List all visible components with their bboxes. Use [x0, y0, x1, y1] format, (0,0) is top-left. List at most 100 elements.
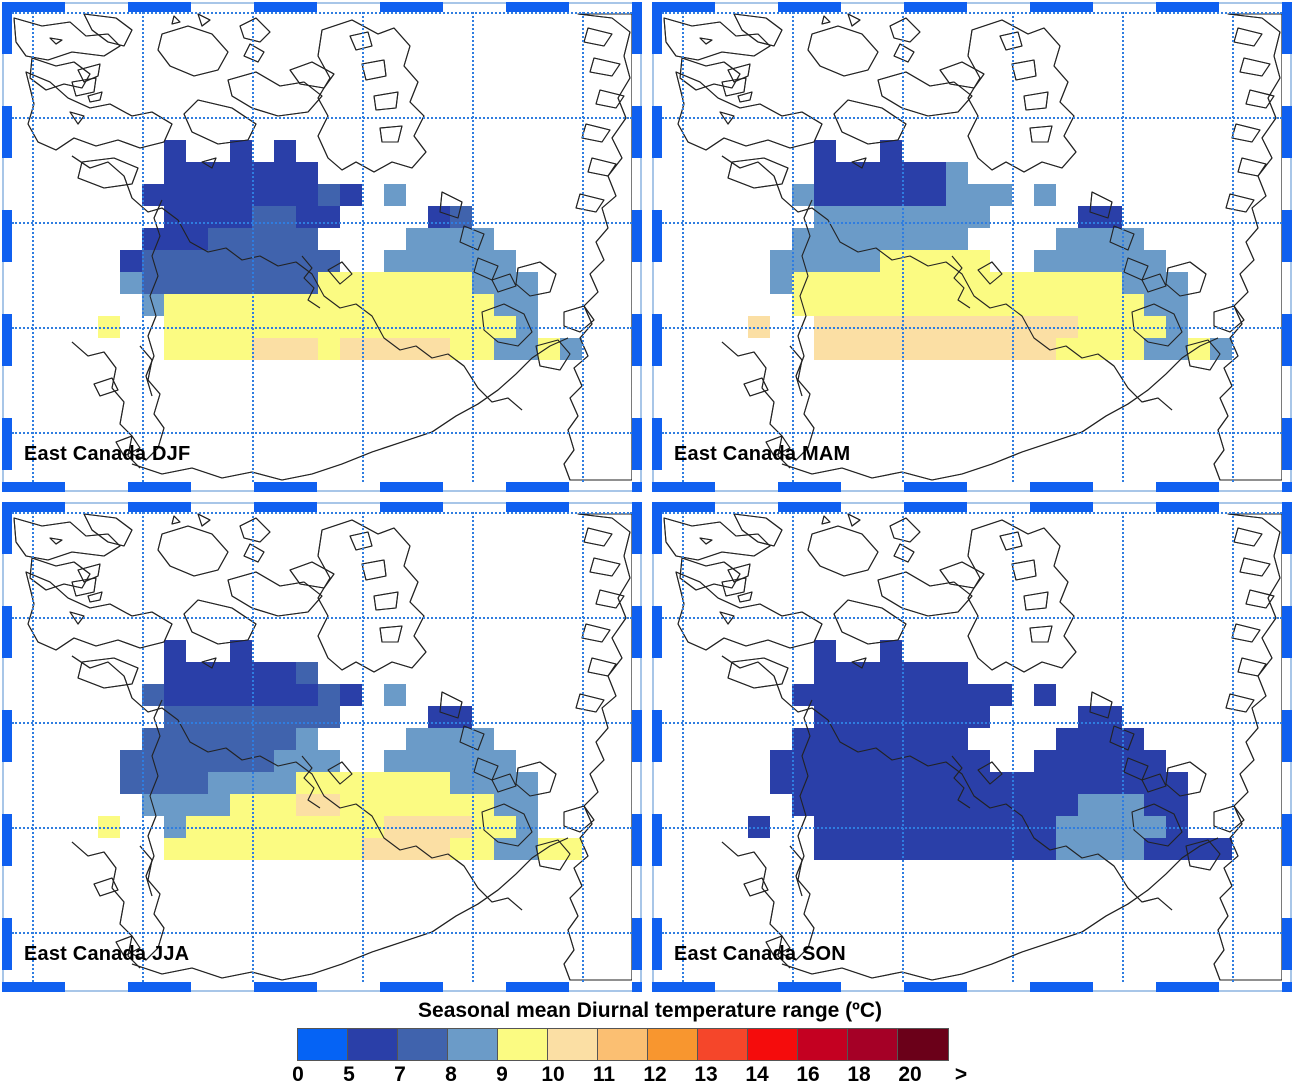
colorbar-swatch-11[interactable]: [848, 1029, 898, 1060]
grid-cell: [1100, 750, 1122, 772]
grid-cell: [252, 250, 274, 272]
grid-cell: [1012, 772, 1034, 794]
coastline-overlay: [589, 557, 621, 577]
coastline-overlay: [77, 63, 101, 83]
grid-cell: [274, 140, 296, 162]
coastline-overlay: [87, 591, 103, 603]
graticule-parallel-2: [12, 722, 632, 724]
coastline-overlay: [327, 261, 353, 285]
map-panel-jja[interactable]: East Canada JJA: [2, 502, 642, 992]
grid-cell: [990, 838, 1012, 860]
grid-cell: [406, 228, 428, 250]
coastline-overlay: [781, 337, 1219, 481]
coastline-overlay: [1165, 761, 1207, 797]
colorbar-swatches[interactable]: [297, 1028, 949, 1061]
grid-cell: [946, 272, 968, 294]
colorbar-swatch-2[interactable]: [398, 1029, 448, 1060]
panel-label-jja: East Canada JJA: [24, 943, 190, 965]
coastline-overlay: [1089, 191, 1113, 219]
grid-cell: [880, 228, 902, 250]
grid-cell: [208, 838, 230, 860]
grid-cell: [1078, 250, 1100, 272]
coastline-overlay: [1185, 339, 1221, 371]
colorbar-swatch-0[interactable]: [298, 1029, 348, 1060]
coastline-overlay: [197, 513, 211, 527]
grid-cell: [1122, 750, 1144, 772]
grid-cell: [340, 184, 362, 206]
colorbar-tick-18: 18: [847, 1063, 871, 1086]
grid-cell: [384, 684, 406, 706]
grid-cell: [924, 162, 946, 184]
map-panel-mam[interactable]: East Canada MAM: [652, 2, 1292, 492]
coastline-overlay: [847, 13, 861, 27]
coastline-overlay: [893, 43, 915, 63]
colorbar-swatch-6[interactable]: [598, 1029, 648, 1060]
map-panel-son[interactable]: East Canada SON: [652, 502, 1292, 992]
grid-cell: [164, 772, 186, 794]
coastline-overlay: [71, 341, 141, 469]
grid-cell: [880, 662, 902, 684]
grid-cell: [252, 228, 274, 250]
coastline-overlay: [1245, 589, 1275, 609]
coastline-overlay: [563, 13, 632, 481]
coastline-overlay: [977, 761, 1003, 785]
grid-cell: [858, 338, 880, 360]
coastline-overlay: [587, 657, 617, 677]
colorbar-swatch-10[interactable]: [798, 1029, 848, 1060]
grid-cell: [208, 662, 230, 684]
grid-cell: [164, 184, 186, 206]
colorbar-swatch-7[interactable]: [648, 1029, 698, 1060]
grid-cell: [858, 250, 880, 272]
grid-cell: [792, 684, 814, 706]
coastline-overlay: [1131, 303, 1183, 347]
coastline-overlay: [1109, 225, 1135, 251]
grid-cell: [186, 684, 208, 706]
coastline-overlay: [1185, 839, 1221, 871]
coastline-overlay: [1123, 757, 1149, 781]
grid-cell: [164, 140, 186, 162]
grid-cell: [880, 640, 902, 662]
map-panel-djf[interactable]: East Canada DJF: [2, 2, 642, 492]
grid-cell: [1100, 338, 1122, 360]
map-area-jja: [12, 512, 632, 982]
coastline-overlay: [765, 435, 791, 457]
grid-cell: [472, 838, 494, 860]
grid-cell: [472, 728, 494, 750]
grid-cell: [1122, 338, 1144, 360]
grid-cell: [1012, 294, 1034, 316]
grid-cell: [450, 772, 472, 794]
colorbar-title: Seasonal mean Diurnal temperature range …: [418, 999, 882, 1022]
coastline-overlay: [1109, 725, 1135, 751]
coastline-overlay: [49, 37, 63, 45]
grid-cell: [252, 750, 274, 772]
colorbar-swatch-1[interactable]: [348, 1029, 398, 1060]
colorbar-swatch-4[interactable]: [498, 1029, 548, 1060]
grid-cell: [836, 772, 858, 794]
grid-cell: [792, 728, 814, 750]
grid-cell: [406, 250, 428, 272]
grid-cell: [252, 838, 274, 860]
colorbar-swatch-8[interactable]: [698, 1029, 748, 1060]
grid-cell: [836, 728, 858, 750]
grid-cell: [858, 662, 880, 684]
graticule-parallel-1: [12, 617, 632, 619]
coastline-overlay: [1131, 803, 1183, 847]
colorbar-swatch-5[interactable]: [548, 1029, 598, 1060]
grid-cell: [858, 684, 880, 706]
graticule-meridian-2: [252, 12, 254, 482]
map-area-djf: [12, 12, 632, 482]
colorbar-swatch-12[interactable]: [898, 1029, 948, 1060]
coastline-overlay: [491, 273, 517, 293]
graticule-meridian-5: [582, 512, 584, 982]
grid-cell: [318, 684, 340, 706]
grid-cell: [230, 684, 252, 706]
coastline-overlay: [851, 157, 867, 169]
coastline-overlay: [563, 805, 595, 833]
grid-cell: [902, 162, 924, 184]
coastline-overlay: [535, 839, 571, 871]
colorbar-swatch-9[interactable]: [748, 1029, 798, 1060]
coastline-overlay: [595, 89, 625, 109]
colorbar-swatch-3[interactable]: [448, 1029, 498, 1060]
grid-cell: [428, 250, 450, 272]
grid-cell: [1166, 794, 1188, 816]
